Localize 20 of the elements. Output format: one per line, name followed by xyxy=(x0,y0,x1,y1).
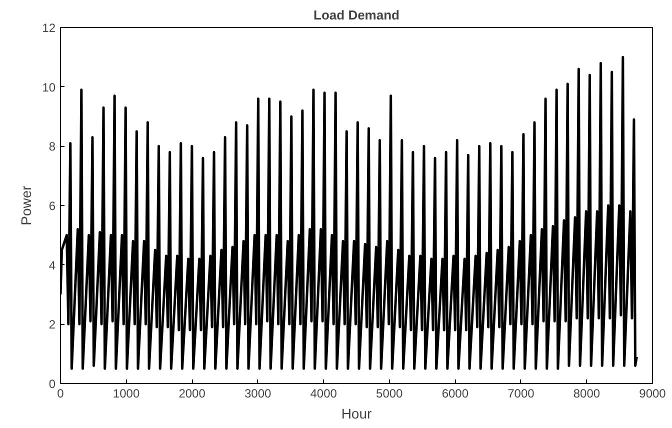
x-tick-label: 1000 xyxy=(112,386,140,400)
x-tick-label: 9000 xyxy=(639,386,666,400)
x-tick-label: 3000 xyxy=(244,386,272,400)
x-tick-label: 5000 xyxy=(376,386,404,400)
y-tick-label: 4 xyxy=(48,258,56,272)
y-tick-label: 10 xyxy=(42,80,56,94)
x-axis-title: Hour xyxy=(341,406,372,422)
y-tick-label: 6 xyxy=(48,199,56,213)
x-tick-label: 8000 xyxy=(573,386,600,400)
x-tick-label: 6000 xyxy=(442,386,469,400)
y-tick-label: 2 xyxy=(48,318,56,332)
x-tick-label: 7000 xyxy=(508,386,535,400)
x-tick-label: 2000 xyxy=(178,386,206,400)
chart-title: Load Demand xyxy=(314,8,400,22)
x-tick-label: 4000 xyxy=(310,386,338,400)
x-tick-label: 0 xyxy=(57,386,64,400)
y-tick-label: 12 xyxy=(42,21,56,35)
y-tick-label: 0 xyxy=(48,377,56,391)
y-axis-title: Power xyxy=(18,185,34,226)
y-tick-label: 8 xyxy=(48,140,56,154)
